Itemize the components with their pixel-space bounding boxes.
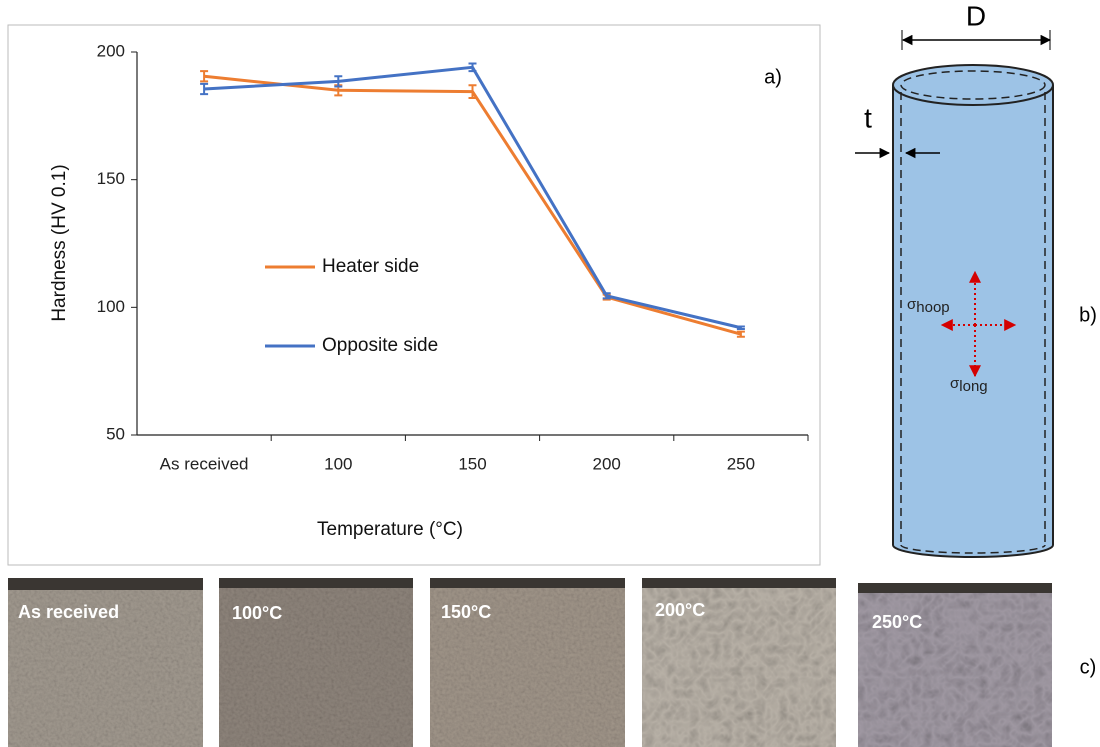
y-tick-label: 150 <box>97 169 125 188</box>
y-tick-label: 50 <box>106 424 125 443</box>
legend-label: Heater side <box>322 256 419 277</box>
micrograph-label: 150°C <box>441 602 491 622</box>
edge <box>430 578 625 588</box>
micrograph-label: 200°C <box>655 600 705 620</box>
y-axis-title: Hardness (HV 0.1) <box>49 164 70 321</box>
y-tick-label: 200 <box>97 41 125 60</box>
edge <box>858 583 1052 593</box>
micrograph-label: 100°C <box>232 603 282 623</box>
figure: a) Temperature (°C) Hardness (HV 0.1) 50… <box>0 0 1100 747</box>
x-tick-label: As received <box>160 454 249 473</box>
thickness-label: t <box>864 102 872 133</box>
x-tick-label: 150 <box>458 454 486 473</box>
panel-label: c) <box>1080 656 1097 678</box>
x-tick-label: 100 <box>324 454 352 473</box>
micrographs: As received 100°C 150°C 200°C 250°C c) <box>8 578 1096 747</box>
x-tick-label: 250 <box>727 454 755 473</box>
cylinder-body <box>893 85 1053 557</box>
panel-label: a) <box>764 66 782 88</box>
micrograph <box>858 583 1052 747</box>
panel-label: b) <box>1079 304 1097 326</box>
edge <box>8 578 203 590</box>
cylinder-diagram: D t σhoop σlong b) <box>855 0 1097 557</box>
stress-subscript: hoop <box>916 299 949 316</box>
y-tick-label: 100 <box>97 297 125 316</box>
stress-subscript: long <box>959 378 987 395</box>
x-tick-label: 200 <box>593 454 621 473</box>
micrograph-label: As received <box>18 602 119 622</box>
x-axis-title: Temperature (°C) <box>317 519 463 540</box>
diameter-label: D <box>966 0 986 31</box>
edge <box>219 578 413 588</box>
legend-label: Opposite side <box>322 335 438 356</box>
edge <box>642 578 836 588</box>
chart-frame <box>8 25 820 565</box>
micrograph-label: 250°C <box>872 612 922 632</box>
